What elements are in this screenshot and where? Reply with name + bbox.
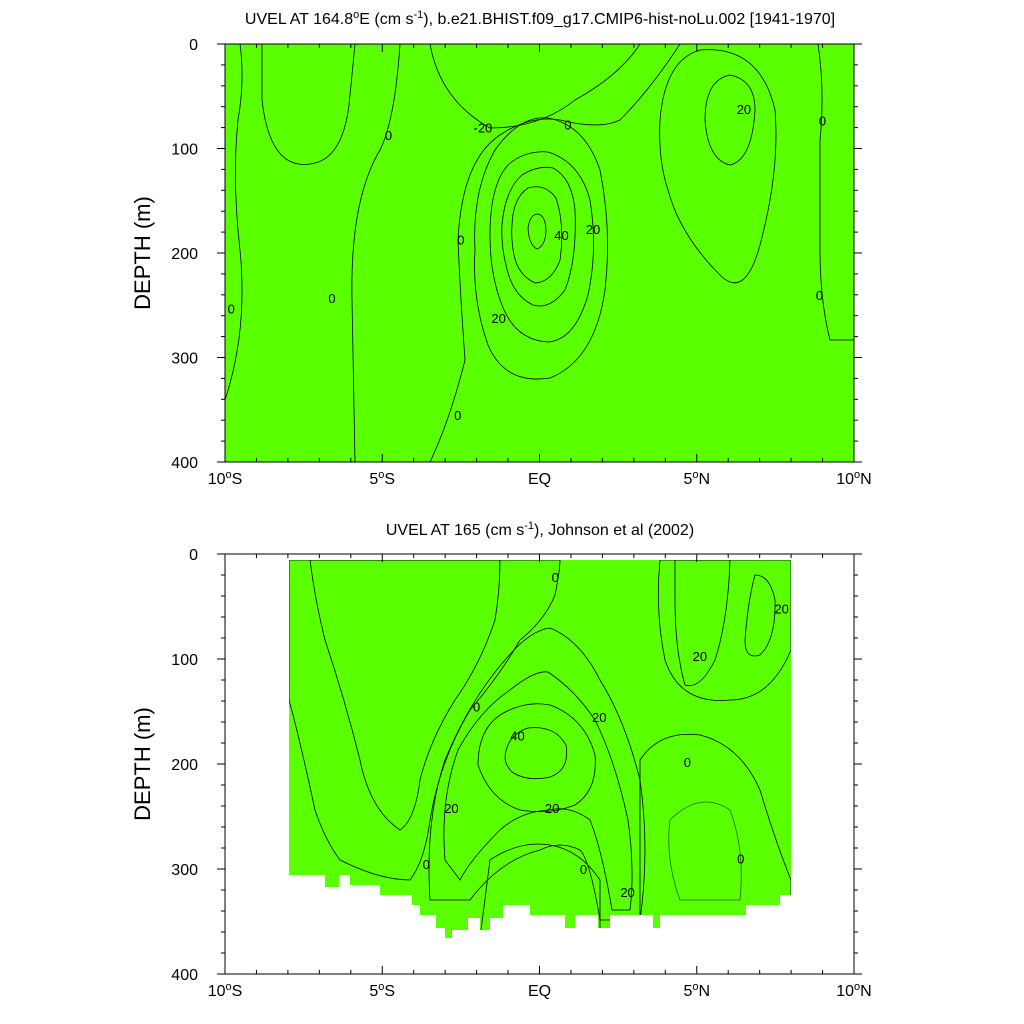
region-jet-20-30 — [674, 560, 731, 687]
contour-label: 0 — [228, 301, 235, 316]
region-euc-30-40 — [501, 166, 576, 307]
region-strong-negative-west — [309, 560, 501, 831]
region-negative-left — [225, 44, 243, 401]
y-tick-label: 0 — [189, 547, 198, 564]
region-euc-0-10 — [474, 117, 608, 380]
contour-label: 20 — [693, 649, 707, 664]
region-negative-east-low — [668, 801, 742, 901]
contour-label: -20 — [473, 121, 492, 136]
contour-label: 20 — [586, 222, 600, 237]
contour-label: 0 — [552, 570, 559, 585]
contour-label: 20 — [592, 710, 606, 725]
x-tick-label: 5oN — [683, 981, 710, 1000]
panel-bottom-contour-labels: 0 20 20 0 20 40 0 20 20 0 0 0 20 — [423, 570, 789, 900]
x-tick-label: 10oN — [836, 469, 871, 488]
contour-label: 20 — [774, 602, 788, 617]
x-tick-label: EQ — [528, 471, 551, 488]
x-tick-label: 10oS — [208, 469, 243, 488]
contour-label: 0 — [454, 408, 461, 423]
contour-label: 20 — [491, 311, 505, 326]
region-jet-20-30 — [704, 74, 756, 166]
contour-label: 0 — [473, 699, 480, 714]
panel-top-contour-labels: -20 0 0 0 20 0 20 40 0 0 0 20 0 — [228, 102, 826, 423]
contour-label: 0 — [423, 857, 430, 872]
y-tick-label: 400 — [171, 967, 198, 984]
contour-label: 20 — [545, 801, 559, 816]
y-tick-label: 300 — [171, 351, 198, 368]
contour-label: 0 — [684, 755, 691, 770]
contour-label: 0 — [328, 291, 335, 306]
x-tick-label: 5oS — [369, 981, 395, 1000]
contour-label: 40 — [510, 729, 524, 744]
y-tick-label: 100 — [171, 142, 198, 159]
region-negative-east — [639, 733, 791, 938]
contour-label: 40 — [554, 228, 568, 243]
panel-top: UVEL AT 164.8oE (cm s-1), b.e21.BHIST.f0… — [130, 9, 872, 488]
contour-label: 0 — [564, 117, 571, 132]
contour-label: 20 — [620, 885, 634, 900]
contour-label: 0 — [457, 232, 464, 247]
y-tick-label: 200 — [171, 757, 198, 774]
region-euc-40-50 — [504, 727, 568, 780]
contour-label: 0 — [580, 862, 587, 877]
contour-label: 20 — [737, 102, 751, 117]
region-euc-30-40 — [477, 703, 596, 813]
y-tick-label: 0 — [189, 37, 198, 54]
region-0-10 — [225, 44, 854, 462]
panel-bottom-title: UVEL AT 165 (cm s-1), Johnson et al (200… — [386, 520, 694, 539]
x-tick-label: 10oN — [836, 981, 871, 1000]
contour-label: 20 — [444, 801, 458, 816]
region-euc-20-30 — [489, 151, 594, 343]
panel-bottom-y-axis-title: DEPTH (m) — [130, 707, 155, 821]
panel-bottom-contour-field — [289, 560, 791, 938]
region-0-10 — [289, 560, 791, 938]
region-euc-gt-50 — [527, 213, 547, 250]
region-strong-negative — [429, 44, 641, 129]
region-euc-40-50 — [511, 186, 563, 284]
contour-label: 0 — [385, 128, 392, 143]
region-negative-west — [289, 560, 561, 881]
panel-top-contour-field — [225, 44, 854, 462]
y-tick-label: 200 — [171, 246, 198, 263]
y-tick-label: 300 — [171, 862, 198, 879]
y-tick-label: 100 — [171, 652, 198, 669]
panel-bottom-missing-data — [289, 875, 791, 938]
panel-bottom: UVEL AT 165 (cm s-1), Johnson et al (200… — [130, 520, 872, 1000]
y-tick-label: 400 — [171, 455, 198, 472]
x-tick-label: 5oN — [683, 469, 710, 488]
panel-top-y-axis-title: DEPTH (m) — [130, 196, 155, 310]
contour-label: 0 — [819, 113, 826, 128]
region-jet-20-30-b — [744, 574, 776, 657]
x-tick-label: 10oS — [208, 981, 243, 1000]
region-euc-10-20 — [428, 627, 646, 921]
x-tick-label: EQ — [528, 983, 551, 1000]
contour-label: 0 — [737, 852, 744, 867]
x-tick-label: 5oS — [369, 469, 395, 488]
region-jet-10-20 — [657, 560, 791, 701]
panel-top-title: UVEL AT 164.8oE (cm s-1), b.e21.BHIST.f0… — [245, 9, 835, 28]
contour-label: 0 — [816, 288, 823, 303]
region-jet-10-20 — [659, 49, 777, 284]
